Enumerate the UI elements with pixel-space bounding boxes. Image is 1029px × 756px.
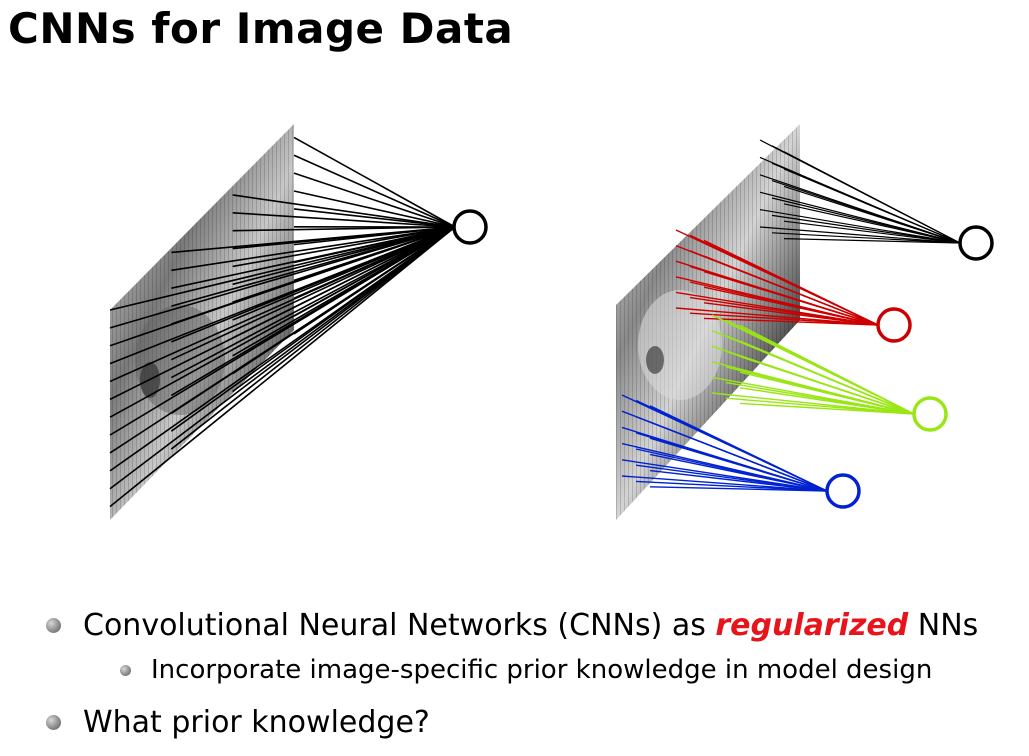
- connection-line-green: [739, 340, 915, 415]
- connection-line-red: [689, 312, 879, 326]
- connection-line-blue: [649, 421, 828, 492]
- connection-line-blue: [649, 405, 828, 492]
- connection-line-green: [739, 324, 915, 415]
- connection-line: [293, 190, 456, 228]
- connection-line: [293, 226, 456, 282]
- slide-title: CNNs for Image Data: [8, 4, 514, 53]
- emphasis-regularized: regularized: [715, 608, 909, 643]
- connection-line-blue: [649, 453, 828, 492]
- connection-line-green: [739, 371, 915, 415]
- connection-line: [293, 172, 456, 228]
- connection-line: [293, 226, 456, 299]
- bullet-icon: [46, 715, 61, 730]
- left-image-plane: [110, 124, 294, 520]
- neuron-node-blue: [825, 473, 861, 509]
- bullet-cnn-regularized: Convolutional Neural Networks (CNNs) as …: [46, 608, 978, 643]
- connection-line-black: [771, 214, 961, 244]
- neuron-node-black: [958, 225, 994, 261]
- connection-line-green: [725, 397, 915, 415]
- connection-line-black: [759, 226, 961, 244]
- connection-line-black: [783, 168, 961, 244]
- connection-line: [170, 226, 456, 361]
- sub-bullet-icon: [120, 664, 131, 676]
- connection-line: [232, 226, 456, 321]
- connection-line: [293, 208, 456, 228]
- connection-line-blue: [649, 469, 828, 492]
- connection-line-black: [759, 209, 961, 244]
- connection-line-blue: [621, 475, 828, 492]
- connection-line-red: [703, 255, 879, 326]
- left-connections: [109, 136, 456, 508]
- connection-line: [232, 226, 456, 339]
- connection-line-red: [703, 239, 879, 326]
- connection-line-green: [739, 387, 915, 415]
- connection-line-blue: [649, 437, 828, 492]
- connection-line: [232, 212, 456, 228]
- right-image-plane: [616, 124, 800, 520]
- connection-line-black: [783, 203, 961, 244]
- connection-line-black: [783, 151, 961, 244]
- right-connections: [621, 139, 961, 492]
- connection-line-green: [739, 355, 915, 415]
- connection-line-blue: [635, 480, 828, 492]
- connection-line: [293, 226, 456, 335]
- connection-line-red: [703, 270, 879, 326]
- connection-line: [232, 194, 456, 228]
- connection-line-green: [739, 402, 915, 415]
- connection-line-black: [783, 220, 961, 244]
- connection-line: [293, 226, 456, 317]
- face-feature: [646, 346, 664, 374]
- connection-line-red: [703, 286, 879, 326]
- connection-line-black: [783, 238, 961, 244]
- face-shading: [638, 290, 722, 400]
- connection-line: [109, 226, 456, 490]
- cnn-figure: [109, 124, 994, 520]
- connection-line: [293, 226, 456, 264]
- connection-line-red: [703, 302, 879, 326]
- connection-line-black: [771, 232, 961, 244]
- neuron-node-green: [912, 396, 948, 432]
- bullet-text: Convolutional Neural Networks (CNNs) as …: [83, 608, 979, 643]
- bullet-text: What prior knowledge?: [83, 705, 430, 740]
- connection-line: [109, 226, 456, 508]
- connection-line: [170, 226, 456, 379]
- sub-bullet-text: Incorporate image-specific prior knowled…: [151, 655, 933, 685]
- connection-line: [232, 226, 456, 393]
- connection-line-red: [675, 307, 879, 326]
- connection-line: [171, 226, 456, 272]
- connection-line: [293, 154, 456, 228]
- connection-line: [232, 226, 456, 357]
- connection-line-blue: [649, 486, 828, 492]
- connection-line: [109, 226, 456, 311]
- connection-line: [232, 226, 456, 268]
- connection-line-black: [783, 185, 961, 244]
- left-neuron-node: [452, 209, 488, 245]
- connection-line-red: [703, 317, 879, 326]
- neuron-node-red: [876, 307, 912, 343]
- bullet-what-prior: What prior knowledge?: [46, 705, 430, 740]
- connection-line: [170, 226, 456, 450]
- sub-bullet-prior-knowledge: Incorporate image-specific prior knowled…: [120, 655, 932, 685]
- connection-line: [171, 226, 456, 307]
- connection-line: [293, 226, 456, 246]
- connection-line: [293, 136, 456, 228]
- bullet-icon: [46, 618, 61, 633]
- connection-line: [232, 226, 456, 286]
